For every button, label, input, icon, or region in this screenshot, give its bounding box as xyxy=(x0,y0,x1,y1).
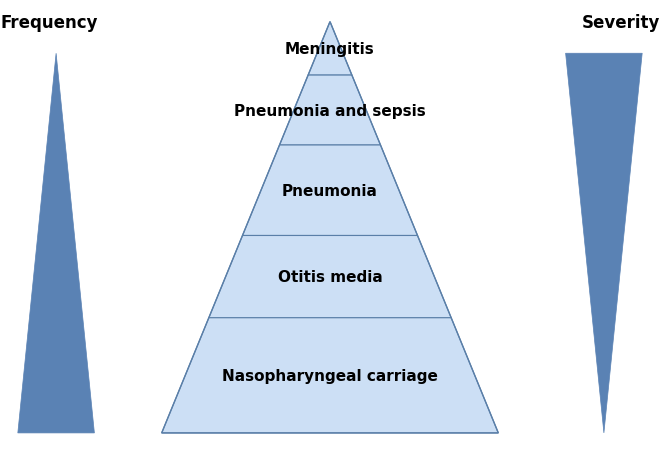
Polygon shape xyxy=(209,236,451,318)
Polygon shape xyxy=(242,146,418,236)
Polygon shape xyxy=(18,54,94,433)
Polygon shape xyxy=(280,76,380,146)
Text: Nasopharyngeal carriage: Nasopharyngeal carriage xyxy=(222,368,438,383)
Polygon shape xyxy=(162,318,498,433)
Polygon shape xyxy=(566,54,642,433)
Text: Frequency: Frequency xyxy=(0,14,98,32)
Text: Pneumonia and sepsis: Pneumonia and sepsis xyxy=(234,103,426,118)
Polygon shape xyxy=(308,23,352,76)
Text: Severity: Severity xyxy=(581,14,660,32)
Text: Pneumonia: Pneumonia xyxy=(282,184,378,198)
Text: Otitis media: Otitis media xyxy=(278,270,382,285)
Text: Meningitis: Meningitis xyxy=(285,42,375,57)
